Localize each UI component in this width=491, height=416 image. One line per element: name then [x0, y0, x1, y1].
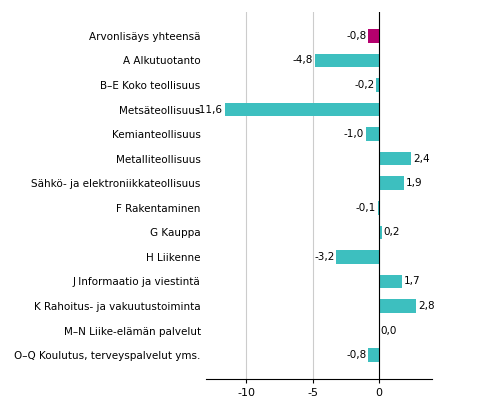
Bar — [376, 78, 379, 92]
Bar — [368, 349, 379, 362]
Text: 1,9: 1,9 — [406, 178, 423, 188]
Text: -3,2: -3,2 — [314, 252, 334, 262]
Bar — [378, 201, 379, 215]
Text: -0,1: -0,1 — [355, 203, 376, 213]
Bar — [336, 250, 379, 264]
Bar — [315, 54, 379, 67]
Text: 0,0: 0,0 — [380, 326, 397, 336]
Text: -0,8: -0,8 — [346, 31, 366, 41]
Text: 2,4: 2,4 — [413, 154, 430, 163]
Bar — [379, 299, 416, 313]
Bar — [379, 275, 402, 288]
Text: -11,6: -11,6 — [196, 104, 223, 114]
Bar — [379, 152, 411, 166]
Bar — [366, 127, 379, 141]
Bar — [368, 29, 379, 42]
Bar — [379, 176, 404, 190]
Text: 0,2: 0,2 — [383, 228, 400, 238]
Text: 1,7: 1,7 — [404, 277, 420, 287]
Text: -0,2: -0,2 — [354, 80, 374, 90]
Text: -1,0: -1,0 — [343, 129, 364, 139]
Text: -4,8: -4,8 — [293, 55, 313, 65]
Text: -0,8: -0,8 — [346, 350, 366, 360]
Bar — [379, 225, 382, 239]
Text: 2,8: 2,8 — [418, 301, 435, 311]
Bar — [225, 103, 379, 116]
